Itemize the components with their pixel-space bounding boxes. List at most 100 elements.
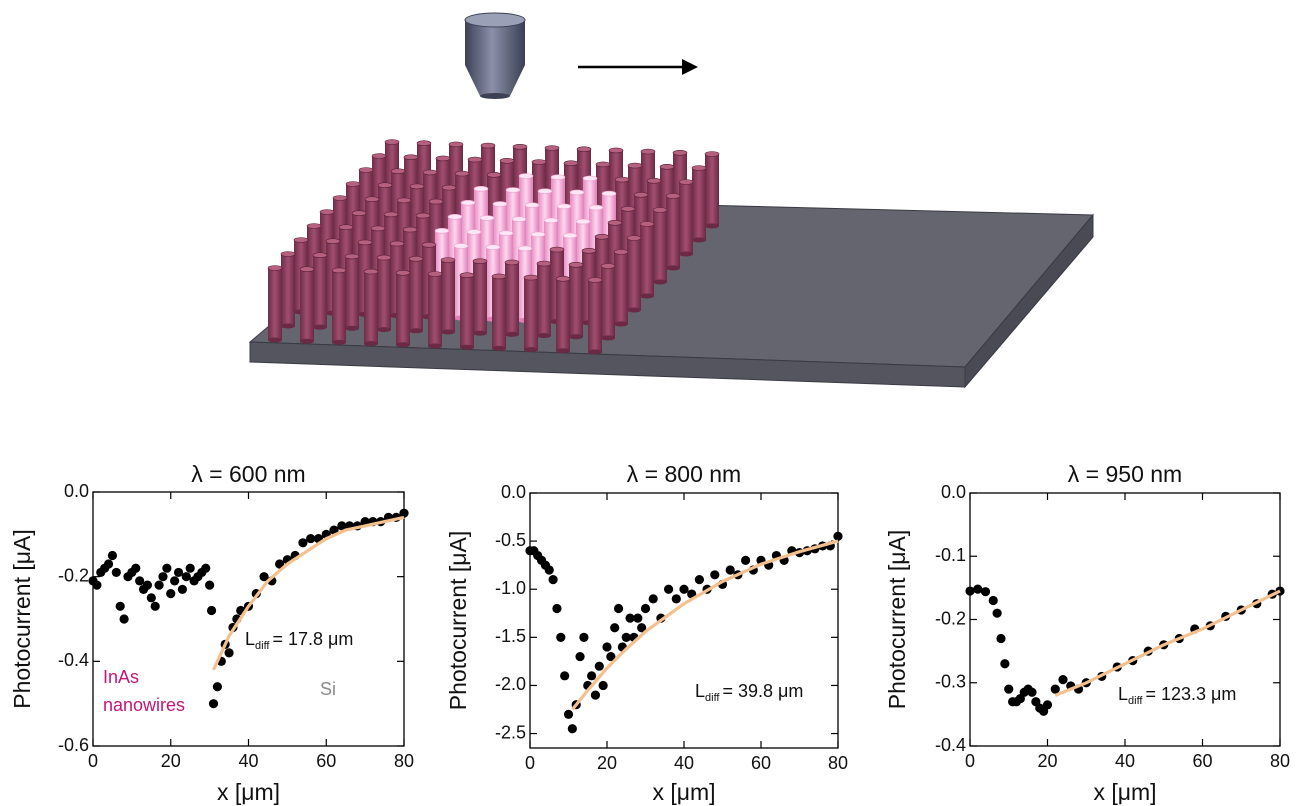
x-tick-label: 20 (597, 753, 617, 773)
data-point (563, 709, 574, 719)
nanowire-top (544, 145, 560, 151)
data-point (590, 690, 601, 700)
nanowire (473, 261, 487, 334)
data-point (107, 550, 118, 561)
nanowire-top (448, 141, 464, 148)
nanowire-top (364, 196, 380, 202)
data-point (173, 567, 184, 578)
fit-line (571, 539, 839, 711)
nanowire-top (479, 215, 495, 221)
annotation: Ldiff = 39.8 μm (695, 681, 803, 704)
objective-cone (465, 65, 525, 96)
nanowire-top (467, 156, 483, 163)
nanowire (313, 255, 327, 328)
annotation-suffix: = 123.3 μm (1146, 684, 1237, 704)
data-point (146, 593, 156, 603)
data-point (329, 525, 339, 535)
data-point (648, 594, 658, 604)
x-tick-label: 40 (1115, 751, 1135, 771)
x-tick-label: 40 (674, 753, 694, 773)
nanowire (492, 276, 506, 349)
nanowire-top (357, 239, 373, 246)
nanowire-top (562, 232, 578, 239)
nanowire (627, 238, 641, 310)
nanowire (692, 168, 706, 240)
nanowire-top (627, 162, 643, 169)
nanowire-top (672, 150, 688, 156)
nanowire-top (331, 267, 347, 274)
nanowire-top (319, 209, 335, 215)
fit-line (212, 515, 405, 671)
nanowire-top (293, 237, 309, 243)
nanowire-base (569, 334, 583, 340)
region-label: Si (320, 679, 336, 699)
data-point (965, 586, 975, 596)
data-point (548, 575, 558, 585)
data-point (625, 613, 635, 623)
x-tick-label: 80 (394, 751, 414, 771)
y-tick-label: -0.2 (935, 608, 966, 628)
nanowire-top (358, 167, 374, 173)
nanowire-top (659, 164, 675, 170)
data-point (664, 584, 674, 594)
nanowire (332, 270, 346, 343)
data-point (166, 589, 176, 599)
nanowire-top (563, 160, 579, 166)
nanowire-top (626, 235, 642, 241)
plot-frame (529, 492, 839, 749)
annotation-subscript: diff (255, 640, 270, 652)
data-point (275, 559, 285, 569)
nanowire-top (377, 182, 393, 188)
data-point (92, 580, 102, 590)
nanowire-base (653, 279, 667, 285)
nanowire-top (422, 169, 438, 176)
nanowire-top (441, 184, 457, 191)
nanowire-array (267, 139, 720, 355)
data-point (996, 633, 1006, 644)
nanowire-top (536, 260, 552, 267)
nanowire-top (550, 174, 566, 180)
nanowire-top (568, 261, 584, 268)
nanowire-base (473, 330, 487, 336)
data-point (1000, 659, 1010, 669)
data-point (640, 603, 651, 614)
nanowire-top (524, 202, 540, 208)
nanowire-top (582, 175, 598, 182)
nanowire-top (531, 159, 547, 165)
nanowire-top (588, 204, 604, 211)
nanowire-top (416, 140, 432, 146)
x-tick-label: 0 (88, 751, 98, 771)
data-point (181, 572, 191, 582)
nanowire-top (396, 197, 412, 204)
y-tick-label: 0.0 (941, 482, 966, 502)
nanowire-top (480, 142, 496, 149)
data-point (399, 508, 409, 518)
data-point (602, 642, 612, 652)
objective-top (464, 12, 526, 28)
nanowire-top (608, 147, 624, 154)
chart-title: λ = 600 nm (191, 461, 305, 487)
nanowire (601, 266, 615, 338)
data-point (224, 648, 234, 658)
nanowire-top (332, 195, 348, 201)
annotation-subscript: diff (1128, 695, 1143, 707)
nanowire-base (627, 307, 641, 313)
data-point (205, 580, 215, 590)
data-point (119, 614, 129, 624)
nanowire (345, 256, 359, 329)
nanowire-top (595, 161, 611, 168)
nanowire-top (587, 277, 603, 283)
nanowire-top (453, 243, 469, 249)
nanowire-base (332, 339, 346, 345)
nanowire-top (569, 189, 585, 196)
nanowire-top (428, 198, 444, 205)
nanowire-top (486, 172, 502, 178)
plot-frame (969, 492, 1281, 747)
y-tick-label: -2.0 (495, 674, 526, 694)
nanowire-top (435, 155, 451, 162)
chart-title: λ = 800 nm (627, 461, 741, 487)
objective-tip (480, 93, 510, 99)
nanowire-top (402, 226, 418, 233)
nanowire-top (447, 214, 463, 220)
